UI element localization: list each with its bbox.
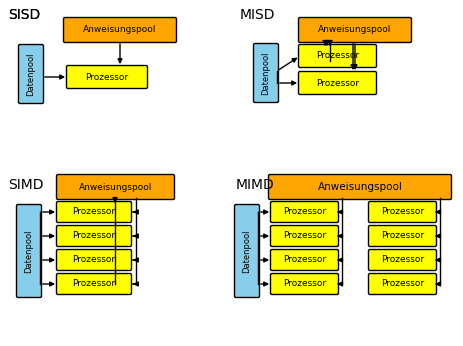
FancyBboxPatch shape: [298, 72, 375, 94]
FancyBboxPatch shape: [56, 201, 131, 222]
Text: Prozessor: Prozessor: [282, 231, 325, 240]
FancyBboxPatch shape: [234, 204, 259, 298]
FancyBboxPatch shape: [63, 18, 176, 43]
FancyBboxPatch shape: [298, 18, 411, 43]
Text: MISD: MISD: [239, 8, 275, 22]
Text: Datenpool: Datenpool: [242, 229, 251, 273]
Text: Prozessor: Prozessor: [72, 255, 115, 264]
FancyBboxPatch shape: [253, 44, 278, 102]
Text: SISD: SISD: [8, 8, 40, 22]
Text: Anweisungspool: Anweisungspool: [317, 182, 401, 192]
Text: Prozessor: Prozessor: [315, 79, 358, 88]
Text: Prozessor: Prozessor: [282, 208, 325, 217]
FancyBboxPatch shape: [19, 45, 44, 103]
Text: SIMD: SIMD: [8, 178, 44, 192]
FancyBboxPatch shape: [270, 226, 338, 246]
Text: SISD: SISD: [8, 8, 40, 22]
FancyBboxPatch shape: [56, 249, 131, 271]
Text: Prozessor: Prozessor: [380, 208, 423, 217]
Text: Prozessor: Prozessor: [282, 255, 325, 264]
Text: Prozessor: Prozessor: [380, 255, 423, 264]
FancyBboxPatch shape: [17, 204, 41, 298]
Text: Prozessor: Prozessor: [380, 280, 423, 289]
Text: MIMD: MIMD: [236, 178, 274, 192]
Text: Prozessor: Prozessor: [315, 52, 358, 61]
FancyBboxPatch shape: [56, 174, 174, 200]
Text: Datenpool: Datenpool: [25, 229, 33, 273]
FancyBboxPatch shape: [56, 226, 131, 246]
Text: Prozessor: Prozessor: [85, 73, 128, 82]
Text: Prozessor: Prozessor: [282, 280, 325, 289]
Text: Prozessor: Prozessor: [72, 208, 115, 217]
FancyBboxPatch shape: [298, 45, 375, 67]
FancyBboxPatch shape: [268, 174, 450, 200]
Text: Anweisungspool: Anweisungspool: [318, 26, 391, 35]
FancyBboxPatch shape: [66, 65, 147, 89]
FancyBboxPatch shape: [368, 249, 436, 271]
Text: Prozessor: Prozessor: [72, 280, 115, 289]
Text: Prozessor: Prozessor: [380, 231, 423, 240]
FancyBboxPatch shape: [56, 273, 131, 294]
Text: Anweisungspool: Anweisungspool: [79, 182, 152, 191]
FancyBboxPatch shape: [368, 273, 436, 294]
FancyBboxPatch shape: [368, 201, 436, 222]
FancyBboxPatch shape: [270, 201, 338, 222]
Text: Datenpool: Datenpool: [261, 51, 270, 95]
FancyBboxPatch shape: [270, 249, 338, 271]
FancyBboxPatch shape: [270, 273, 338, 294]
FancyBboxPatch shape: [368, 226, 436, 246]
Text: Prozessor: Prozessor: [72, 231, 115, 240]
Text: Anweisungspool: Anweisungspool: [83, 26, 156, 35]
Text: Datenpool: Datenpool: [26, 52, 36, 96]
